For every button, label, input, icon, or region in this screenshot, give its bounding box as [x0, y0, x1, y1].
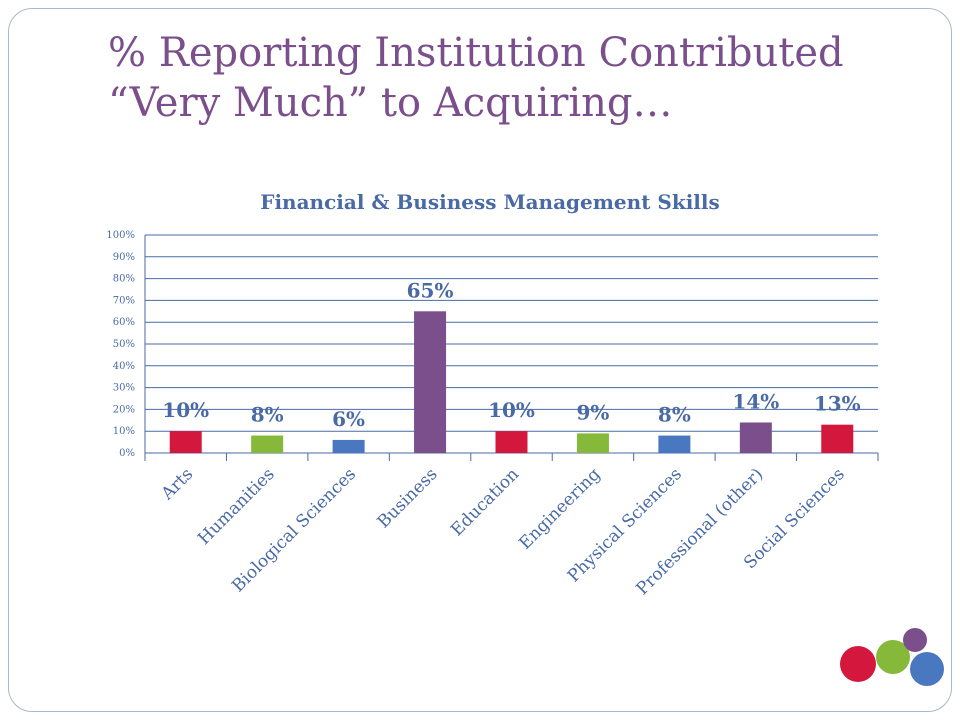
x-tick-label: Arts: [157, 464, 197, 504]
data-label: 9%: [576, 400, 609, 424]
y-tick-label: 10%: [113, 426, 135, 437]
x-tick-label: Engineering: [515, 464, 604, 553]
bar-business: [414, 311, 447, 453]
bar-arts: [169, 431, 202, 453]
bar-humanities: [251, 435, 284, 453]
data-label: 10%: [162, 398, 209, 422]
bar-professional-other: [739, 422, 772, 453]
bar-education: [495, 431, 528, 453]
x-tick-label: Education: [447, 464, 523, 540]
data-label: 13%: [814, 392, 861, 416]
x-tick-label: Business: [374, 464, 442, 532]
y-tick-label: 60%: [113, 317, 135, 328]
logo-dot-red: [840, 646, 876, 682]
bar-biological-sciences: [332, 439, 365, 453]
brand-logo: [836, 628, 948, 694]
slide-title: % Reporting Institution Contributed “Ver…: [108, 28, 908, 128]
slide-title-line-1: % Reporting Institution Contributed: [108, 30, 844, 76]
y-tick-label: 40%: [113, 361, 135, 372]
y-tick-label: 0%: [119, 448, 135, 459]
y-tick-label: 20%: [113, 404, 135, 415]
logo-dot-blue: [910, 652, 944, 686]
bar-physical-sciences: [658, 435, 691, 453]
y-tick-label: 30%: [113, 383, 135, 394]
data-label: 6%: [332, 407, 365, 431]
bar-engineering: [576, 433, 609, 453]
bar-social-sciences: [821, 424, 854, 453]
slide-title-line-2: “Very Much” to Acquiring…: [108, 80, 673, 126]
data-label: 10%: [488, 398, 535, 422]
data-label: 14%: [732, 389, 779, 413]
y-tick-label: 50%: [113, 339, 135, 350]
slide-frame: [8, 8, 952, 712]
chart-title: Financial & Business Management Skills: [260, 190, 720, 214]
data-label: 8%: [251, 403, 284, 427]
data-label: 8%: [658, 403, 691, 427]
logo-dot-purple: [903, 628, 927, 652]
y-tick-label: 80%: [113, 274, 135, 285]
y-tick-label: 70%: [113, 295, 135, 306]
y-tick-label: 100%: [106, 230, 135, 241]
y-tick-label: 90%: [113, 252, 135, 263]
data-label: 65%: [407, 278, 454, 302]
x-tick-label: Humanities: [194, 464, 278, 548]
